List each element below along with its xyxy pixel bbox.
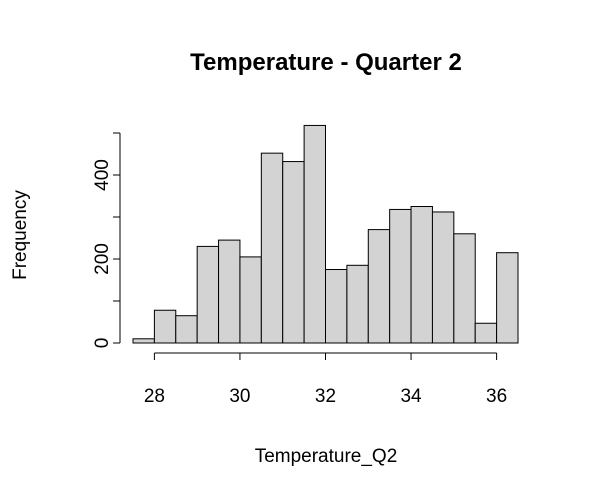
histogram-bar xyxy=(453,233,476,344)
histogram-bar xyxy=(303,124,327,344)
histogram-bar xyxy=(431,211,455,344)
chart-title: Temperature - Quarter 2 xyxy=(190,49,462,76)
histogram-bar xyxy=(346,264,369,344)
histogram-bar xyxy=(496,252,519,344)
x-tick-label: 32 xyxy=(315,386,336,407)
bars-group xyxy=(132,124,519,344)
x-tick-label: 28 xyxy=(144,386,165,407)
histogram-bar xyxy=(239,256,262,344)
histogram-bar xyxy=(325,269,348,344)
y-tick-label: 200 xyxy=(92,243,113,275)
histogram-bar xyxy=(218,239,241,344)
y-tick-label: 0 xyxy=(92,338,113,349)
histogram-bar xyxy=(367,229,391,344)
y-axis: 0 200 400 xyxy=(92,132,121,349)
histogram-bar xyxy=(474,322,498,344)
x-tick-label: 34 xyxy=(400,386,422,407)
x-tick-label: 36 xyxy=(486,386,507,407)
histogram-bar xyxy=(410,206,433,344)
histogram-bar xyxy=(389,208,412,344)
x-axis: 28 30 32 34 36 xyxy=(144,352,507,407)
histogram-bar xyxy=(132,338,155,344)
histogram-bar xyxy=(282,161,305,344)
x-tick-label: 30 xyxy=(229,386,250,407)
x-axis-label: Temperature_Q2 xyxy=(255,446,398,467)
histogram-bar xyxy=(196,245,220,344)
histogram-bar xyxy=(175,315,198,344)
y-axis-label: Frequency xyxy=(10,190,31,280)
histogram-bar xyxy=(153,309,177,344)
y-tick-label: 400 xyxy=(92,159,113,191)
histogram-bar xyxy=(260,152,284,344)
